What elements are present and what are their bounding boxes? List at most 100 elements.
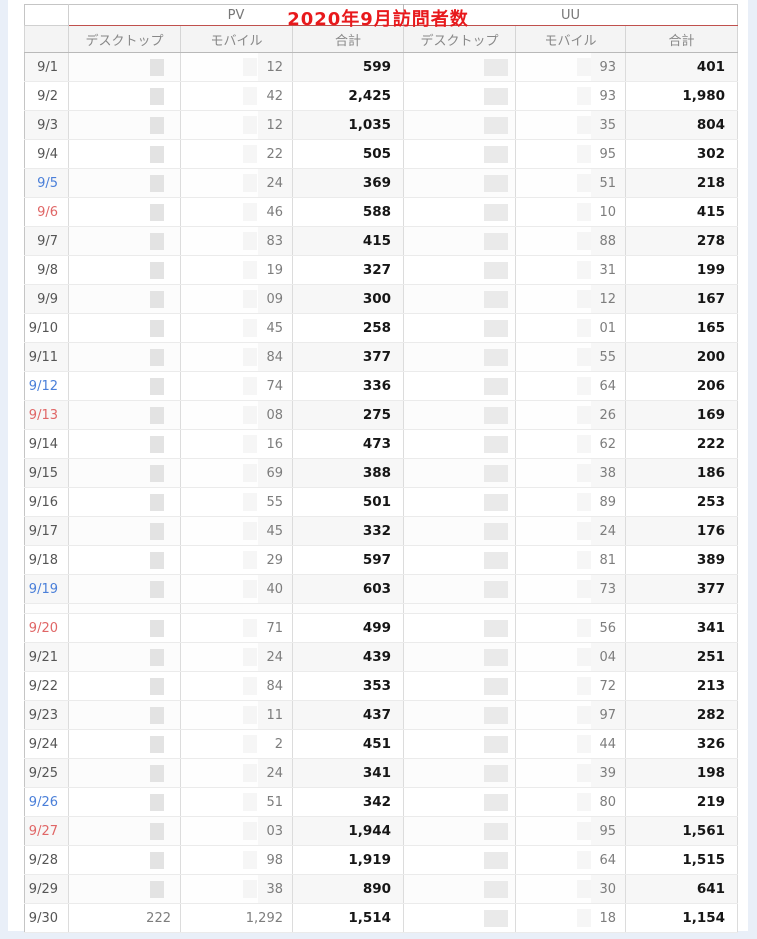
pv-mobile-cell: 84: [180, 671, 293, 701]
redaction-mosaic: [483, 494, 508, 511]
uu-mobile-cell: 44: [515, 729, 627, 759]
uu-total-cell: 326: [625, 729, 739, 759]
table-row: 9/16 55 501 89 253: [24, 487, 739, 517]
redaction-mosaic: [150, 204, 165, 221]
redaction-blur: [516, 111, 592, 139]
redaction-blur: [516, 614, 592, 642]
redaction-blur: [181, 53, 258, 81]
redaction-mosaic: [243, 58, 257, 76]
redaction-mosaic: [483, 88, 508, 105]
date-cell: 9/2: [24, 81, 69, 111]
date-cell: 9/17: [24, 516, 69, 546]
pv-desktop-cell: [68, 284, 181, 314]
redaction-mosaic: [150, 436, 165, 453]
uu-mobile-cell: 73: [515, 574, 627, 604]
table-row: 9/23 11 437 97 282: [24, 700, 739, 730]
redaction-mosaic: [483, 620, 508, 637]
uu-total-cell: 253: [625, 487, 739, 517]
redaction-mosaic: [577, 648, 591, 666]
redaction-mosaic: [243, 493, 257, 511]
redaction-blur: [516, 788, 592, 816]
uu-total-cell: 186: [625, 458, 739, 488]
redaction-mosaic: [577, 706, 591, 724]
uu-total-cell: 167: [625, 284, 739, 314]
redaction-blur: [516, 82, 592, 110]
uu-total-cell: 176: [625, 516, 739, 546]
redaction-blur: [516, 517, 592, 545]
uu-mobile-cell: 80: [515, 787, 627, 817]
redaction-blur: [516, 401, 592, 429]
uu-total-cell: 377: [625, 574, 739, 604]
redaction-mosaic: [483, 291, 508, 308]
redaction-blur: [181, 140, 258, 168]
uu-total-cell: 302: [625, 139, 739, 169]
redaction-mosaic: [483, 910, 508, 927]
pv-mobile-cell: 2: [180, 729, 293, 759]
uu-desktop-cell: [403, 700, 517, 730]
redaction-mosaic: [577, 87, 591, 105]
table-row: 9/4 22 505 95 302: [24, 139, 739, 169]
pv-desktop-cell: [68, 110, 181, 140]
uu-desktop-cell: [403, 903, 517, 933]
pv-desktop-cell: [68, 226, 181, 256]
pv-total-cell: 377: [291, 342, 405, 372]
uu-desktop-cell: [403, 342, 517, 372]
pv-desktop-cell: [68, 400, 181, 430]
pv-total-cell: 439: [291, 642, 405, 672]
date-cell: 9/4: [24, 139, 69, 169]
redaction-mosaic: [577, 764, 591, 782]
table-row: 9/22 84 353 72 213: [24, 671, 739, 701]
redaction-mosaic: [577, 580, 591, 598]
pv-desktop-cell: [68, 458, 181, 488]
table-header: PV UU デスクトップ モバイル 合計 デスクトップ モバイル 合計: [24, 4, 739, 53]
redaction-blur: [516, 53, 592, 81]
group-header-row: PV UU: [24, 4, 738, 26]
uu-desktop-cell: [403, 516, 517, 546]
redaction-mosaic: [150, 59, 165, 76]
uu-mobile-cell: 55: [515, 342, 627, 372]
redaction-blur: [181, 401, 258, 429]
pv-mobile-cell: 40: [180, 574, 293, 604]
pv-total-cell: 588: [291, 197, 405, 227]
redaction-blur: [516, 575, 592, 603]
uu-mobile-cell: 64: [515, 371, 627, 401]
redaction-blur: [516, 227, 592, 255]
uu-mobile-cell: 56: [515, 613, 627, 643]
redaction-blur: [181, 575, 258, 603]
redaction-mosaic: [483, 823, 508, 840]
pv-total-cell: 499: [291, 613, 405, 643]
redaction-blur: [181, 459, 258, 487]
pv-desktop-cell: [68, 139, 181, 169]
uu-desktop-cell: [403, 574, 517, 604]
pv-desktop-cell: [68, 197, 181, 227]
pv-mobile-cell: 12: [180, 110, 293, 140]
redaction-mosaic: [483, 465, 508, 482]
uu-mobile-cell: 31: [515, 255, 627, 285]
redaction-blur: [181, 198, 258, 226]
redaction-mosaic: [150, 765, 165, 782]
redaction-mosaic: [243, 880, 257, 898]
table-row: 9/3 12 1,035 35 804: [24, 110, 739, 140]
date-cell: 9/14: [24, 429, 69, 459]
uu-mobile-cell: 04: [515, 642, 627, 672]
redaction-blur: [181, 846, 258, 874]
date-cell: 9/5: [24, 168, 69, 198]
uu-mobile-cell: 93: [515, 52, 627, 82]
table-row: 9/2 42 2,425 93 1,980: [24, 81, 739, 111]
table-row: 9/7 83 415 88 278: [24, 226, 739, 256]
redaction-blur: [516, 372, 592, 400]
uu-desktop-cell: [403, 197, 517, 227]
redaction-mosaic: [243, 735, 257, 753]
uu-desktop-cell: [403, 168, 517, 198]
redaction-mosaic: [483, 581, 508, 598]
uu-mobile-cell: 24: [515, 516, 627, 546]
uu-desktop-cell: [403, 226, 517, 256]
pv-desktop-cell: [68, 429, 181, 459]
redaction-mosaic: [483, 262, 508, 279]
date-cell: 9/30: [24, 903, 69, 933]
pv-mobile-cell: 03: [180, 816, 293, 846]
redaction-mosaic: [150, 146, 165, 163]
pv-total-cell: 2,425: [291, 81, 405, 111]
redaction-mosaic: [483, 436, 508, 453]
redaction-blur: [516, 643, 592, 671]
